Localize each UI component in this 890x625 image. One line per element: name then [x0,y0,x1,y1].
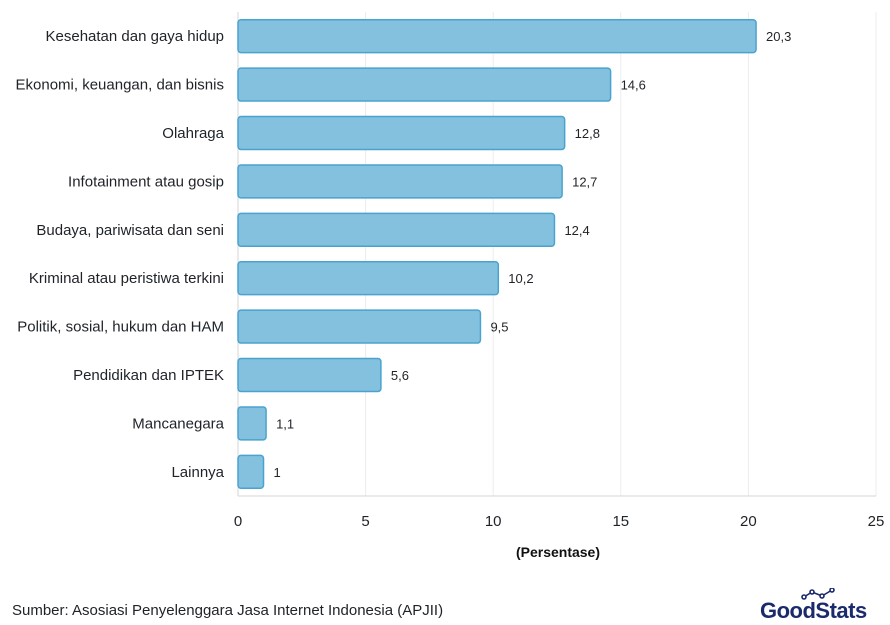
category-label: Lainnya [171,464,224,481]
bar [237,454,265,490]
value-label: 10,2 [508,271,533,286]
bar [237,212,556,248]
category-label: Olahraga [162,125,224,142]
category-labels: Kesehatan dan gaya hidup Ekonomi, keuanga… [16,28,225,481]
bar [237,406,267,441]
value-label: 1 [274,465,281,480]
value-label: 12,8 [575,126,600,141]
value-label: 5,6 [391,368,409,383]
category-label: Politik, sosial, hukum dan HAM [17,319,224,336]
value-label: 14,6 [621,78,646,93]
value-label: 9,5 [490,320,508,335]
category-label: Mancanegara [132,415,224,432]
category-label: Kriminal atau peristiwa terkini [29,270,224,287]
bar [237,115,566,151]
bar [237,309,482,344]
bar [237,260,500,296]
x-tick-label: 15 [612,513,629,530]
trend-line-icon [801,588,835,600]
bar [237,357,382,393]
bars [237,18,757,490]
value-label: 20,3 [766,29,791,44]
bar-chart: Kesehatan dan gaya hidup Ekonomi, keuanga… [16,12,885,560]
category-label: Budaya, pariwisata dan seni [36,222,224,239]
value-label: 12,4 [564,223,589,238]
x-tick-label: 5 [361,513,369,530]
category-label: Kesehatan dan gaya hidup [46,28,224,45]
category-label: Ekonomi, keuangan, dan bisnis [16,77,224,94]
x-axis-title: (Persentase) [516,544,600,560]
bar [237,67,612,102]
category-label: Pendidikan dan IPTEK [73,367,224,384]
x-tick-label: 25 [868,513,885,530]
bar [237,18,757,54]
x-tick-label: 0 [234,513,242,530]
bar [237,164,563,199]
x-tick-label: 10 [485,513,502,530]
goodstats-wordmark: GoodStats [760,598,867,622]
category-label: Infotainment atau gosip [68,173,224,190]
goodstats-logo: GoodStats [760,588,867,622]
source-note: Sumber: Asosiasi Penyelenggara Jasa Inte… [12,602,444,619]
value-labels: 20,3 14,6 12,8 12,7 12,4 10,2 9,5 5,6 1,1 1 [274,29,792,480]
value-label: 12,7 [572,174,597,189]
value-label: 1,1 [276,416,294,431]
x-tick-label: 20 [740,513,757,530]
x-axis-ticks: 0 5 10 15 20 25 [234,513,885,530]
